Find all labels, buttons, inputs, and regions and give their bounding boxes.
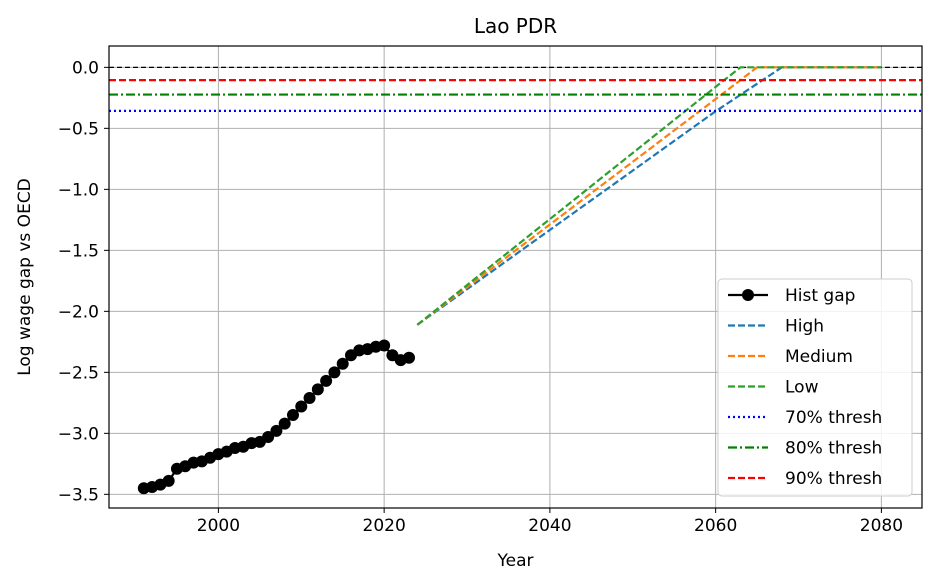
x-tick-label: 2060	[694, 516, 737, 536]
hist-gap-point	[270, 424, 283, 437]
hist-gap-point	[262, 430, 275, 443]
hist-gap-point	[336, 357, 349, 370]
x-tick-label: 2040	[528, 516, 571, 536]
legend-label: 80% thresh	[785, 439, 882, 459]
hist-gap-point	[278, 417, 291, 430]
legend-label: 90% thresh	[785, 469, 882, 489]
low-line	[416, 66, 882, 326]
y-tick-label: 0.0	[72, 58, 99, 78]
x-tick-label: 2000	[197, 516, 240, 536]
legend-label: 70% thresh	[785, 408, 882, 428]
hist-gap-point	[328, 366, 341, 379]
y-tick-label: −2.5	[58, 363, 99, 383]
y-tick-label: −1.0	[58, 180, 99, 200]
chart-title: Lao PDR	[474, 14, 557, 38]
legend: Hist gap High Medium Low 70% thresh 80% thres…	[717, 278, 913, 497]
hist-gap-point	[378, 339, 391, 352]
y-tick-label: −3.0	[58, 424, 99, 444]
y-tick-label: −0.5	[58, 119, 99, 139]
hist-gap-point	[403, 351, 416, 364]
x-tick-label: 2020	[363, 516, 406, 536]
hist-gap-point	[320, 374, 333, 387]
hist-gap-point	[286, 409, 299, 422]
y-tick-label: −3.5	[58, 485, 99, 505]
axis-ticks: 2000 2020 2040 2060 2080 0.0 −0.5 −1.0 −1.5 −2.0 −…	[58, 58, 903, 536]
plot-frame	[108, 45, 923, 509]
legend-marker	[742, 289, 754, 301]
x-axis-label: Year	[497, 551, 534, 571]
legend-label: Low	[785, 378, 819, 398]
legend-label: Medium	[785, 347, 853, 367]
medium-line	[416, 66, 882, 326]
hist-gap-point	[311, 383, 324, 396]
y-tick-label: −2.0	[58, 302, 99, 322]
x-tick-label: 2080	[860, 516, 903, 536]
legend-label: High	[785, 317, 824, 337]
y-axis-label: Log wage gap vs OECD	[15, 178, 35, 376]
series-layer	[109, 66, 922, 495]
hist-gap-point	[162, 474, 175, 487]
hist-gap-point	[303, 391, 316, 404]
legend-label: Hist gap	[785, 286, 855, 306]
hist-gap-point	[295, 400, 308, 413]
legend-box	[717, 278, 913, 497]
y-tick-label: −1.5	[58, 241, 99, 261]
